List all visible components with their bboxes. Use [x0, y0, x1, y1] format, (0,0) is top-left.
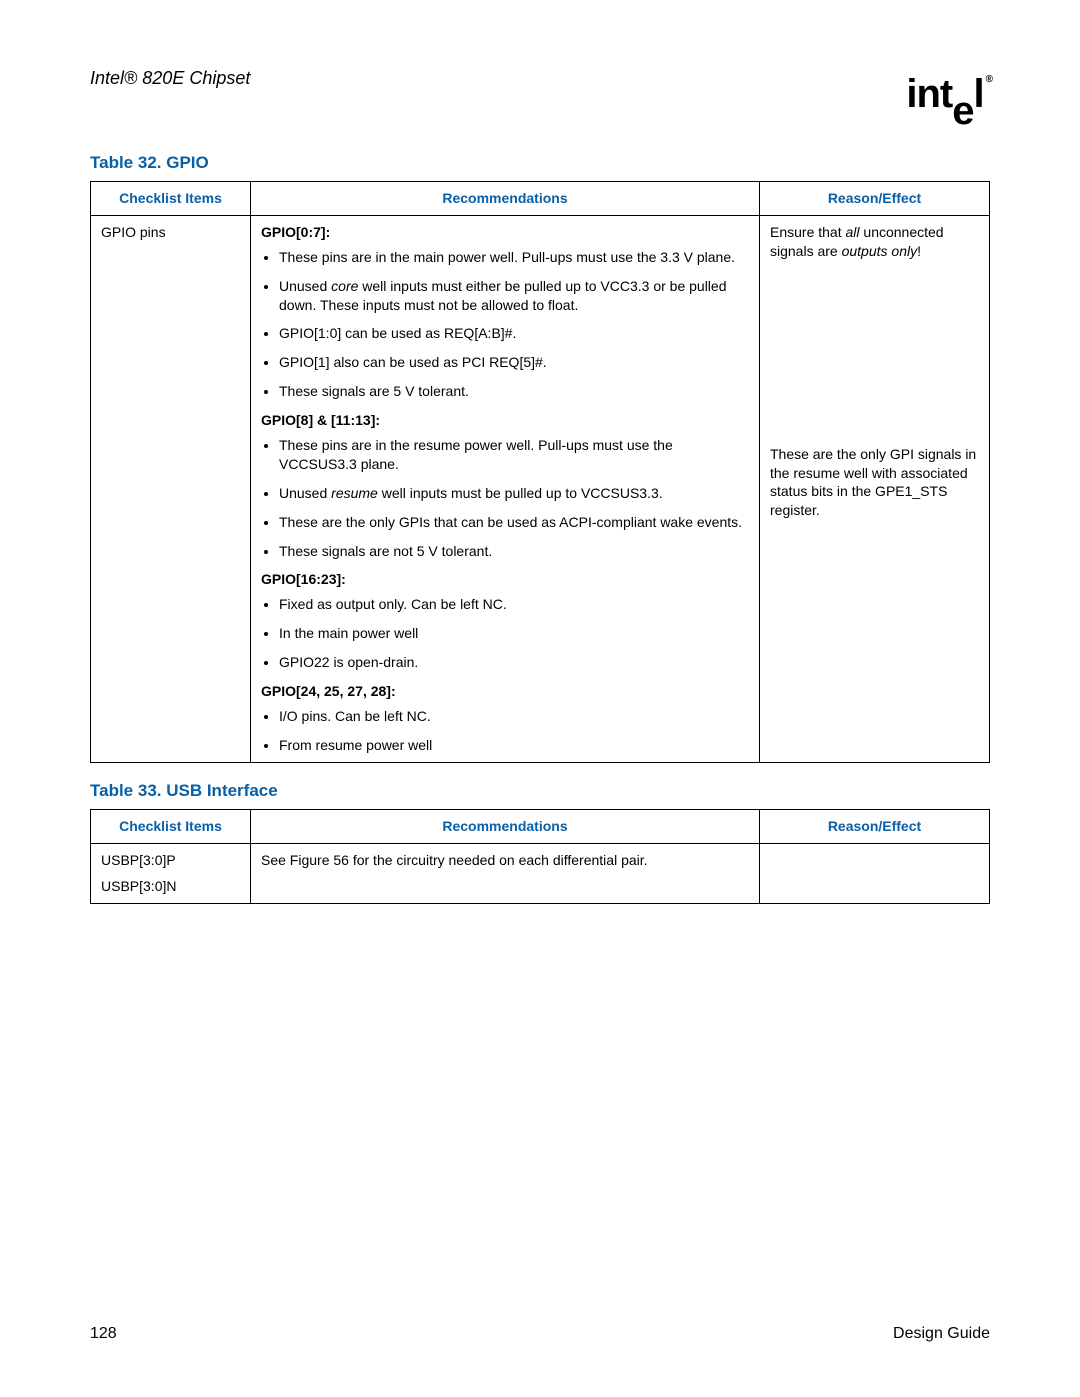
list-item: These pins are in the main power well. P… [279, 248, 749, 267]
reason-text: Ensure that all unconnected signals are … [770, 223, 979, 261]
reason-text: These are the only GPI signals in the re… [770, 445, 979, 521]
table32-title: Table 32. GPIO [90, 153, 990, 173]
table32-col-recommendations: Recommendations [251, 182, 760, 216]
list-item: GPIO22 is open-drain. [279, 653, 749, 672]
list-item: These signals are 5 V tolerant. [279, 382, 749, 401]
doc-title: Intel® 820E Chipset [90, 68, 250, 89]
list-item: GPIO[1:0] can be used as REQ[A:B]#. [279, 324, 749, 343]
rec-group: GPIO[8] & [11:13]: These pins are in the… [261, 411, 749, 560]
table33-col-recommendations: Recommendations [251, 809, 760, 843]
list-item: In the main power well [279, 624, 749, 643]
rec-group: GPIO[24, 25, 27, 28]: I/O pins. Can be l… [261, 682, 749, 755]
table32: Checklist Items Recommendations Reason/E… [90, 181, 990, 763]
rec-bullets: These pins are in the main power well. P… [261, 248, 749, 401]
table32-recommendations-cell: GPIO[0:7]: These pins are in the main po… [251, 215, 760, 762]
rec-group: GPIO[0:7]: These pins are in the main po… [261, 223, 749, 401]
list-item: I/O pins. Can be left NC. [279, 707, 749, 726]
table33-reason-cell [760, 843, 990, 904]
list-item: From resume power well [279, 736, 749, 755]
rec-group: GPIO[16:23]: Fixed as output only. Can b… [261, 570, 749, 672]
footer-right: Design Guide [893, 1325, 990, 1343]
list-item: Unused core well inputs must either be p… [279, 277, 749, 315]
list-item: GPIO[1] also can be used as PCI REQ[5]#. [279, 353, 749, 372]
table33: Checklist Items Recommendations Reason/E… [90, 809, 990, 905]
checklist-item: USBP[3:0]P [101, 851, 240, 870]
table32-col-checklist: Checklist Items [91, 182, 251, 216]
rec-bullets: These pins are in the resume power well.… [261, 436, 749, 560]
table33-recommendation-cell: See Figure 56 for the circuitry needed o… [251, 843, 760, 904]
table32-col-reason: Reason/Effect [760, 182, 990, 216]
table33-col-checklist: Checklist Items [91, 809, 251, 843]
checklist-item: USBP[3:0]N [101, 877, 240, 896]
page-header: Intel® 820E Chipset intel® [90, 68, 990, 109]
rec-heading: GPIO[16:23]: [261, 570, 749, 589]
list-item: Unused resume well inputs must be pulled… [279, 484, 749, 503]
table33-col-reason: Reason/Effect [760, 809, 990, 843]
intel-logo: intel® [906, 78, 990, 119]
table33-checklist-cell: USBP[3:0]P USBP[3:0]N [91, 843, 251, 904]
table32-checklist-cell: GPIO pins [91, 215, 251, 762]
list-item: These pins are in the resume power well.… [279, 436, 749, 474]
list-item: These are the only GPIs that can be used… [279, 513, 749, 532]
rec-bullets: Fixed as output only. Can be left NC. In… [261, 595, 749, 672]
page-footer: 128 Design Guide [90, 1325, 990, 1343]
list-item: These signals are not 5 V tolerant. [279, 542, 749, 561]
rec-heading: GPIO[24, 25, 27, 28]: [261, 682, 749, 701]
list-item: Fixed as output only. Can be left NC. [279, 595, 749, 614]
table-row: USBP[3:0]P USBP[3:0]N See Figure 56 for … [91, 843, 990, 904]
table33-title: Table 33. USB Interface [90, 781, 990, 801]
page-number: 128 [90, 1325, 117, 1343]
table32-reason-cell: Ensure that all unconnected signals are … [760, 215, 990, 762]
rec-heading: GPIO[0:7]: [261, 223, 749, 242]
rec-bullets: I/O pins. Can be left NC. From resume po… [261, 707, 749, 755]
rec-heading: GPIO[8] & [11:13]: [261, 411, 749, 430]
table-row: GPIO pins GPIO[0:7]: These pins are in t… [91, 215, 990, 762]
